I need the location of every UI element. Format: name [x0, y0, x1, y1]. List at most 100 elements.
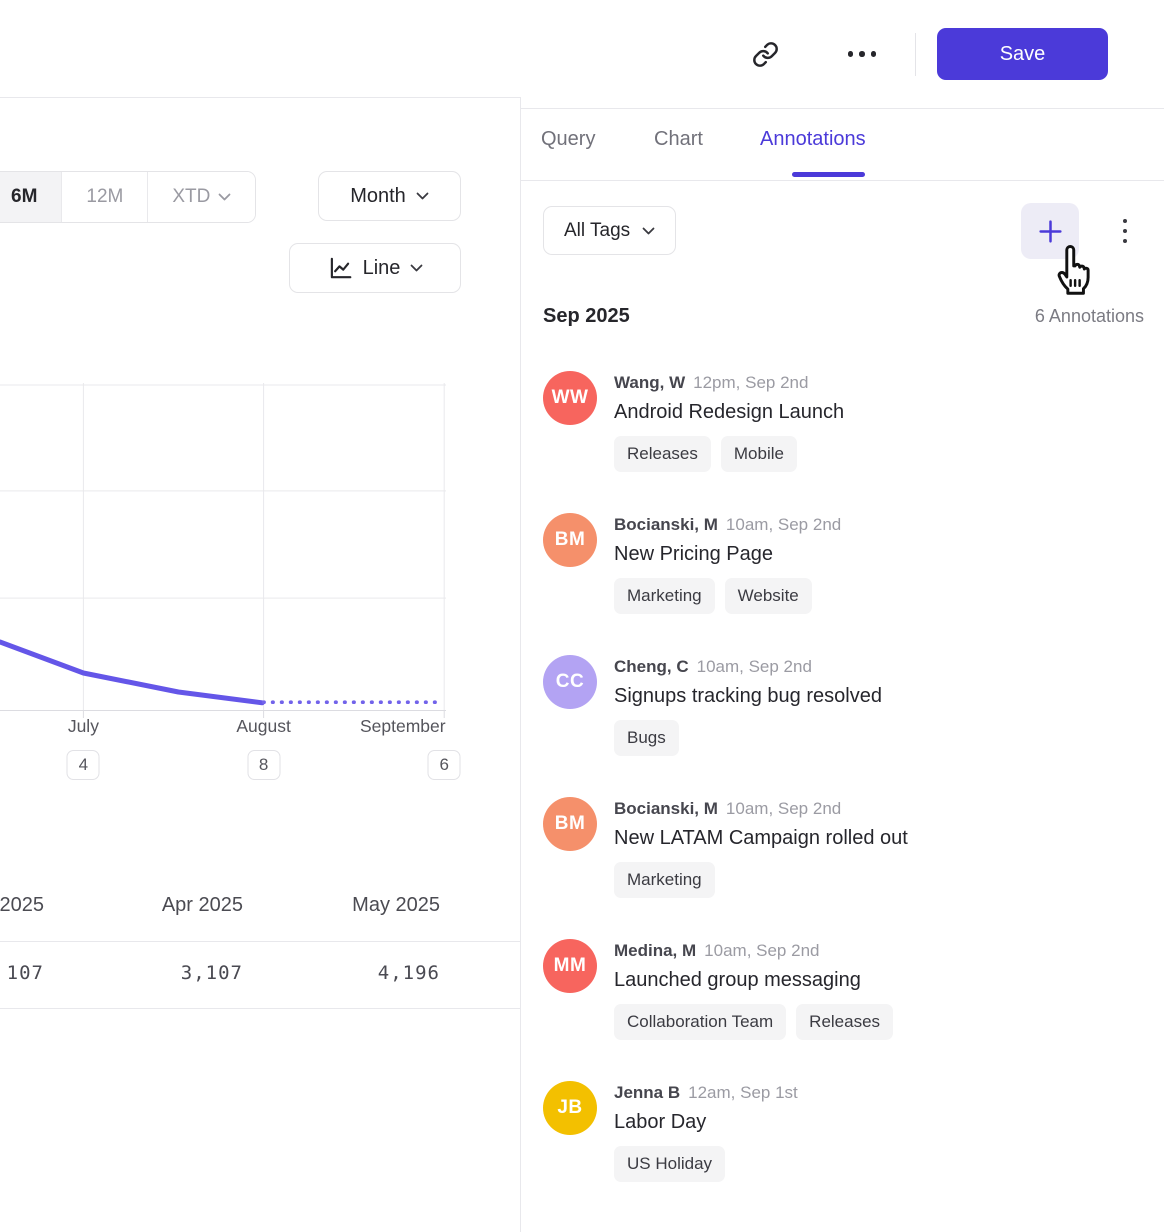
- date-range-selector: 6M 12M XTD: [0, 171, 257, 223]
- panel-overflow-menu-button[interactable]: [1108, 203, 1142, 259]
- range-option-label: 12M: [86, 186, 124, 207]
- table-cell-value: 3,107: [180, 962, 243, 984]
- annotation-count: 6 Annotations: [1034, 306, 1144, 326]
- annotation-tag-list: US Holiday: [614, 1146, 926, 1182]
- annotation-timestamp: 12am, Sep 1st: [688, 1083, 798, 1102]
- annotation-content: Jenna B 12am, Sep 1st Labor Day US Holida…: [614, 1081, 926, 1182]
- annotation-header: Wang, W 12pm, Sep 2nd: [614, 371, 926, 394]
- annotation-title: New LATAM Campaign rolled out: [614, 827, 908, 849]
- annotation-tag: Collaboration Team: [614, 1004, 787, 1040]
- annotation-tag: Marketing: [614, 862, 715, 898]
- range-option-6m[interactable]: 6M: [0, 172, 62, 222]
- annotation-author: Bocianski, M: [614, 799, 718, 818]
- range-option-label: 6M: [11, 186, 38, 207]
- x-axis-label: July: [67, 716, 99, 736]
- annotation-timestamp: 10am, Sep 2nd: [704, 941, 820, 960]
- avatar: JB: [543, 1081, 597, 1135]
- annotation-tag: Mobile: [720, 436, 797, 472]
- group-month-heading: Sep 2025: [543, 305, 630, 327]
- table-column-header: Apr 2025: [161, 894, 243, 916]
- annotation-item[interactable]: BM Bocianski, M 10am, Sep 2nd New LATAM C…: [543, 797, 1144, 898]
- annotation-timestamp: 10am, Sep 2nd: [725, 515, 842, 534]
- annotation-header: Bocianski, M 10am, Sep 2nd: [614, 797, 926, 820]
- chevron-down-icon: [416, 192, 429, 200]
- avatar: WW: [543, 371, 597, 425]
- avatar: BM: [543, 513, 597, 567]
- annotation-content: Cheng, C 10am, Sep 2nd Signups tracking b…: [614, 655, 926, 756]
- granularity-label: Month: [350, 184, 406, 207]
- annotation-item[interactable]: MM Medina, M 10am, Sep 2nd Launched group…: [543, 939, 1144, 1040]
- annotation-tag-list: Bugs: [614, 720, 926, 756]
- annotation-count-badge[interactable]: 6: [427, 750, 461, 780]
- chart-card-top-border: [0, 97, 520, 98]
- chart-type-dropdown[interactable]: Line: [289, 243, 461, 293]
- line-chart: [0, 383, 446, 719]
- tab-query[interactable]: Query: [541, 128, 596, 150]
- annotation-header: Jenna B 12am, Sep 1st: [614, 1081, 926, 1104]
- active-tab-underline: [792, 172, 865, 177]
- annotation-header: Cheng, C 10am, Sep 2nd: [614, 655, 926, 678]
- annotation-tag-list: Releases Mobile: [614, 436, 926, 472]
- x-axis-label: August: [236, 716, 291, 736]
- annotation-item[interactable]: JB Jenna B 12am, Sep 1st Labor Day US Hol…: [543, 1081, 1144, 1182]
- annotation-title: Labor Day: [614, 1111, 707, 1133]
- tag-filter-dropdown[interactable]: All Tags: [543, 206, 677, 255]
- topbar-divider: [915, 33, 916, 76]
- annotation-count-badge[interactable]: 8: [247, 750, 281, 780]
- annotation-title: Android Redesign Launch: [614, 401, 845, 423]
- annotation-author: Cheng, C: [614, 657, 689, 676]
- ellipsis-icon: [847, 51, 877, 57]
- annotation-tag-list: Collaboration Team Releases: [614, 1004, 926, 1040]
- annotation-author: Jenna B: [614, 1083, 681, 1102]
- annotation-item[interactable]: WW Wang, W 12pm, Sep 2nd Android Redesign…: [543, 371, 1144, 472]
- plus-icon: [1037, 218, 1064, 245]
- annotation-content: Medina, M 10am, Sep 2nd Launched group me…: [614, 939, 926, 1040]
- annotation-author: Medina, M: [614, 941, 697, 960]
- annotation-tag: Bugs: [614, 720, 679, 756]
- table-divider: [0, 1008, 520, 1009]
- annotation-author: Bocianski, M: [614, 515, 718, 534]
- table-cell-value: 4,196: [377, 962, 440, 984]
- annotation-header: Medina, M 10am, Sep 2nd: [614, 939, 926, 962]
- chart-type-label: Line: [362, 256, 401, 279]
- annotation-tag: Marketing: [614, 578, 715, 614]
- annotation-content: Bocianski, M 10am, Sep 2nd New Pricing Pa…: [614, 513, 926, 614]
- range-option-12m[interactable]: 12M: [61, 172, 148, 222]
- annotation-title: New Pricing Page: [614, 543, 773, 565]
- range-option-xtd[interactable]: XTD: [147, 172, 256, 222]
- tabbar-border: [520, 180, 1164, 181]
- annotation-tag-list: Marketing: [614, 862, 926, 898]
- annotations-panel: Query Chart Annotations All Tags Sep 2025: [520, 0, 1164, 1232]
- annotation-content: Bocianski, M 10am, Sep 2nd New LATAM Camp…: [614, 797, 926, 898]
- add-annotation-button[interactable]: [1021, 203, 1079, 259]
- panel-divider: [520, 97, 521, 1232]
- annotation-tag-list: Marketing Website: [614, 578, 926, 614]
- save-button[interactable]: Save: [937, 28, 1108, 80]
- panel-top-border: [520, 108, 1164, 109]
- annotation-list: WW Wang, W 12pm, Sep 2nd Android Redesign…: [543, 371, 1144, 1223]
- tab-annotations[interactable]: Annotations: [760, 128, 866, 150]
- annotation-count-badge[interactable]: 4: [66, 750, 100, 780]
- chevron-down-icon: [410, 264, 423, 272]
- more-actions-button[interactable]: [836, 34, 888, 74]
- annotation-item[interactable]: BM Bocianski, M 10am, Sep 2nd New Pricing…: [543, 513, 1144, 614]
- annotation-group-header: Sep 2025 6 Annotations: [543, 305, 1144, 328]
- annotation-item[interactable]: CC Cheng, C 10am, Sep 2nd Signups trackin…: [543, 655, 1144, 756]
- annotation-title: Launched group messaging: [614, 969, 861, 991]
- tab-chart[interactable]: Chart: [654, 128, 703, 150]
- annotation-title: Signups tracking bug resolved: [614, 685, 882, 707]
- chevron-down-icon: [642, 227, 655, 235]
- table-divider: [0, 941, 520, 942]
- annotation-content: Wang, W 12pm, Sep 2nd Android Redesign La…: [614, 371, 926, 472]
- annotation-tag: Releases: [614, 436, 711, 472]
- annotation-tag: Website: [724, 578, 812, 614]
- annotation-timestamp: 10am, Sep 2nd: [696, 657, 812, 676]
- x-axis-label: September: [359, 716, 446, 736]
- tag-filter-label: All Tags: [564, 219, 631, 241]
- granularity-dropdown[interactable]: Month: [318, 171, 461, 221]
- avatar: CC: [543, 655, 597, 709]
- annotation-timestamp: 10am, Sep 2nd: [725, 799, 842, 818]
- share-link-button[interactable]: [745, 34, 785, 74]
- range-option-label: XTD: [172, 186, 211, 207]
